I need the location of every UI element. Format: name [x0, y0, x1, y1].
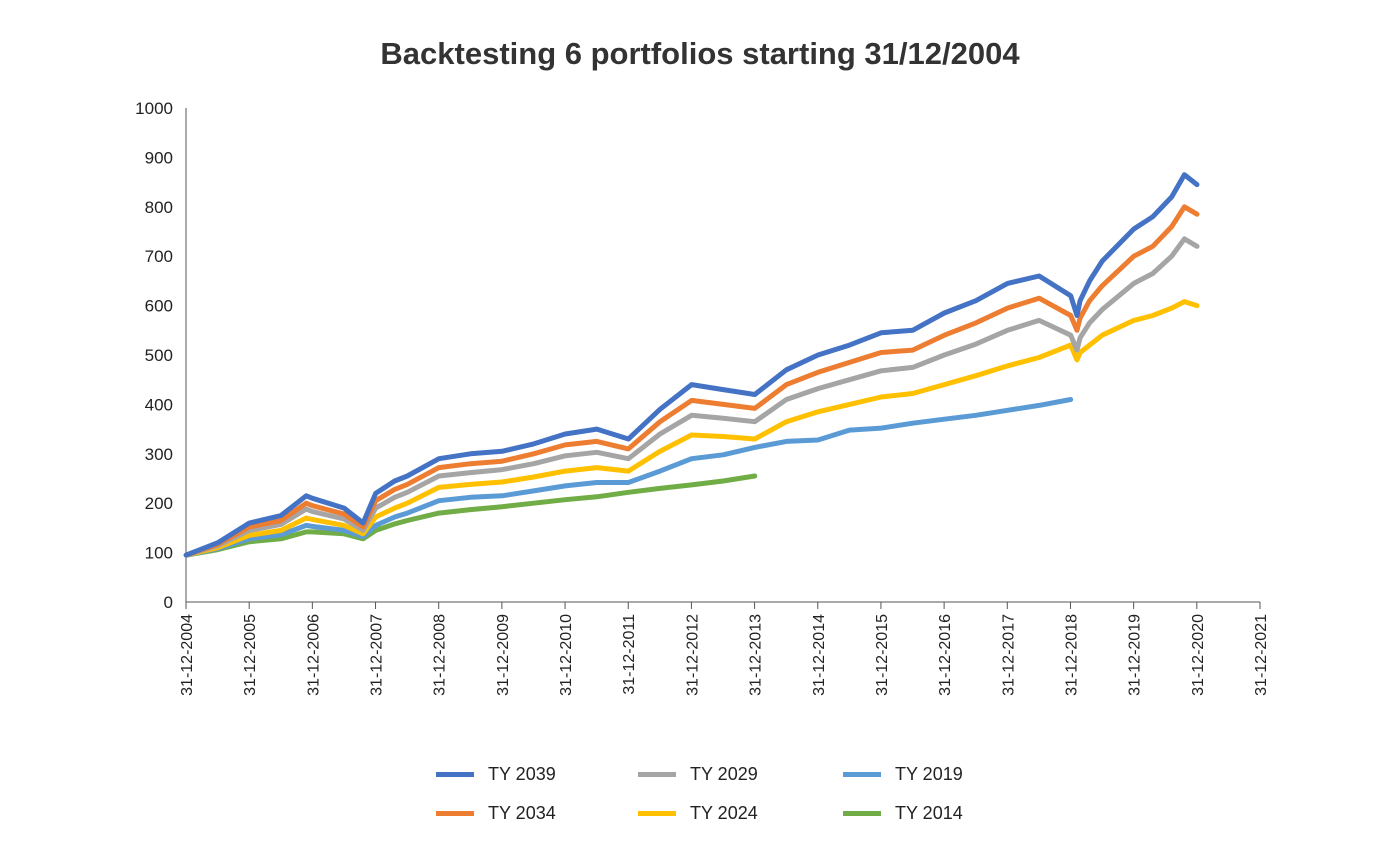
- x-tick-label: 31-12-2021: [1253, 614, 1270, 696]
- y-tick-label: 1000: [135, 99, 173, 118]
- x-tick-label: 31-12-2010: [558, 614, 575, 696]
- series-line-ty-2014: [183, 473, 758, 558]
- x-tick-label: 31-12-2006: [305, 614, 322, 696]
- x-tick-label: 31-12-2013: [748, 614, 765, 696]
- x-tick-label: 31-12-2017: [1000, 614, 1017, 696]
- x-tick-label: 31-12-2019: [1127, 614, 1144, 696]
- y-tick-label: 0: [164, 593, 173, 612]
- y-tick-label: 900: [145, 148, 173, 167]
- y-tick-label: 400: [145, 395, 173, 414]
- x-tick-label: 31-12-2005: [242, 614, 259, 696]
- series-line-ty-2019: [183, 397, 1074, 558]
- y-tick-label: 800: [145, 198, 173, 217]
- x-axis: 31-12-2004 31-12-2005 31-12-2006 31-12-2007…: [179, 601, 1270, 696]
- y-tick-label: 600: [145, 297, 173, 316]
- x-tick-label: 31-12-2014: [811, 614, 828, 696]
- y-tick-label: 200: [145, 494, 173, 513]
- series-line-ty-2024: [183, 299, 1200, 558]
- chart-title: Backtesting 6 portfolios starting 31/12/…: [380, 36, 1020, 71]
- x-tick-label: 31-12-2018: [1063, 614, 1080, 696]
- y-tick-label: 100: [145, 544, 173, 563]
- y-tick-label: 700: [145, 247, 173, 266]
- x-tick-label: 31-12-2020: [1190, 614, 1207, 696]
- series-line-ty-2029: [183, 236, 1200, 558]
- series-layer: [183, 172, 1200, 558]
- x-tick-label: 31-12-2016: [937, 614, 954, 696]
- x-tick-label: 31-12-2004: [179, 614, 196, 696]
- series-line-ty-2034: [183, 204, 1200, 558]
- x-tick-label: 31-12-2008: [432, 614, 449, 696]
- y-axis: 0 100 200 300 400 500 600 700 800 900 1000: [135, 99, 187, 612]
- x-tick-label: 31-12-2007: [369, 614, 386, 696]
- x-tick-label: 31-12-2015: [874, 614, 891, 696]
- x-tick-label: 31-12-2009: [495, 614, 512, 696]
- x-tick-label: 31-12-2012: [684, 614, 701, 696]
- series-line-ty-2039: [183, 172, 1200, 558]
- y-tick-label: 300: [145, 445, 173, 464]
- y-tick-label: 500: [145, 346, 173, 365]
- x-tick-label: 31-12-2011: [621, 614, 638, 695]
